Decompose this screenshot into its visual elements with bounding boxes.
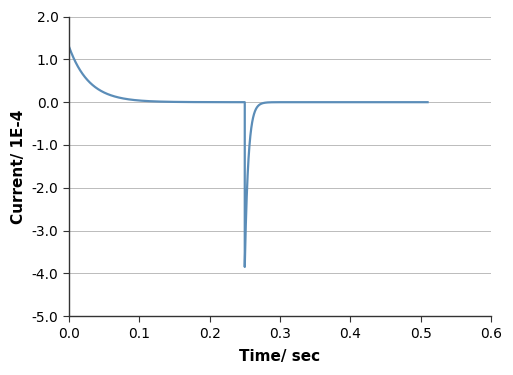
X-axis label: Time/ sec: Time/ sec — [240, 349, 321, 364]
Y-axis label: Current/ 1E-4: Current/ 1E-4 — [11, 109, 26, 224]
